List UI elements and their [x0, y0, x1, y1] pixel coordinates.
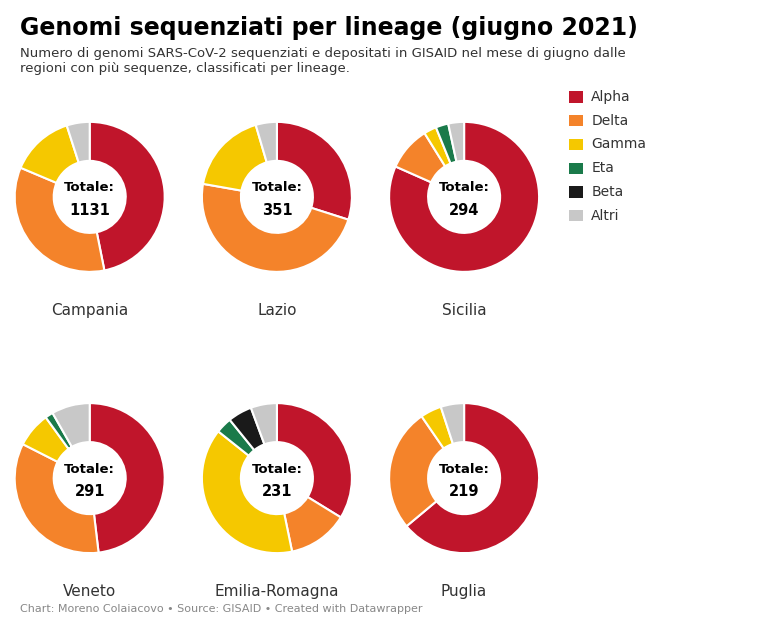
- Text: Totale:: Totale:: [251, 181, 303, 194]
- Wedge shape: [20, 126, 79, 183]
- Wedge shape: [203, 125, 267, 191]
- Wedge shape: [251, 403, 277, 444]
- Wedge shape: [202, 431, 292, 553]
- Text: Totale:: Totale:: [438, 181, 490, 194]
- Text: Totale:: Totale:: [64, 462, 115, 476]
- Wedge shape: [23, 418, 69, 462]
- Wedge shape: [277, 403, 352, 518]
- Text: 351: 351: [261, 203, 292, 218]
- Wedge shape: [406, 403, 539, 553]
- Text: 294: 294: [449, 203, 479, 218]
- Text: Totale:: Totale:: [251, 462, 303, 476]
- Text: Totale:: Totale:: [64, 181, 115, 194]
- Wedge shape: [90, 403, 165, 552]
- Text: Beta: Beta: [591, 185, 623, 199]
- Wedge shape: [230, 408, 264, 450]
- Text: 1131: 1131: [69, 203, 110, 218]
- Wedge shape: [15, 444, 98, 553]
- Wedge shape: [395, 133, 445, 182]
- Text: Genomi sequenziati per lineage (giugno 2021): Genomi sequenziati per lineage (giugno 2…: [20, 16, 637, 39]
- Wedge shape: [448, 122, 464, 162]
- Wedge shape: [202, 184, 349, 272]
- Text: 291: 291: [74, 484, 105, 499]
- Wedge shape: [277, 122, 352, 219]
- Wedge shape: [284, 497, 341, 552]
- Wedge shape: [436, 124, 456, 164]
- Text: Eta: Eta: [591, 161, 614, 175]
- Text: Sicilia: Sicilia: [441, 303, 487, 318]
- Text: Alpha: Alpha: [591, 90, 631, 104]
- Wedge shape: [15, 168, 105, 272]
- Wedge shape: [67, 122, 90, 162]
- Text: Altri: Altri: [591, 209, 620, 222]
- Wedge shape: [422, 407, 453, 449]
- Wedge shape: [46, 413, 72, 449]
- Text: Campania: Campania: [51, 303, 129, 318]
- Wedge shape: [90, 122, 165, 271]
- Text: Totale:: Totale:: [438, 462, 490, 476]
- Wedge shape: [52, 403, 90, 447]
- Text: Numero di genomi SARS-CoV-2 sequenziati e depositati in GISAID nel mese di giugn: Numero di genomi SARS-CoV-2 sequenziati …: [20, 47, 626, 75]
- Wedge shape: [424, 127, 451, 166]
- Text: Puglia: Puglia: [441, 584, 488, 599]
- Text: Chart: Moreno Colaiacovo • Source: GISAID • Created with Datawrapper: Chart: Moreno Colaiacovo • Source: GISAI…: [20, 604, 422, 614]
- Wedge shape: [389, 416, 444, 526]
- Text: 231: 231: [261, 484, 292, 499]
- Wedge shape: [218, 420, 254, 456]
- Wedge shape: [256, 122, 277, 162]
- Text: Lazio: Lazio: [257, 303, 296, 318]
- Text: Emilia-Romagna: Emilia-Romagna: [215, 584, 339, 599]
- Wedge shape: [441, 403, 464, 444]
- Text: Veneto: Veneto: [63, 584, 116, 599]
- Text: 219: 219: [448, 484, 480, 499]
- Text: Delta: Delta: [591, 114, 629, 128]
- Text: Gamma: Gamma: [591, 138, 647, 151]
- Wedge shape: [389, 122, 539, 272]
